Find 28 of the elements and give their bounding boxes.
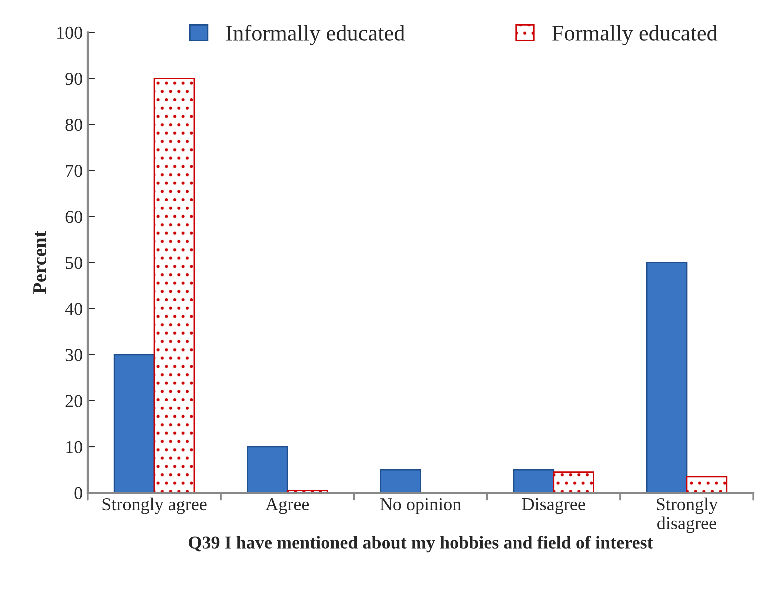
- x-tick-label: Disagree: [522, 498, 586, 514]
- y-tick-label: 10: [66, 441, 82, 454]
- bar: [154, 78, 196, 494]
- y-tick-label: 100: [58, 26, 82, 40]
- bar: [380, 469, 422, 494]
- y-tick-label: 90: [66, 72, 82, 86]
- y-tick-label: 0: [74, 487, 82, 500]
- bar: [646, 262, 688, 494]
- legend-label: Formally educated: [552, 25, 718, 46]
- bar: [686, 476, 728, 494]
- bar: [114, 354, 156, 494]
- x-tick-label: Strongly agree: [102, 498, 207, 514]
- y-tick-label: 60: [66, 211, 82, 224]
- y-tick-label: 50: [66, 257, 82, 270]
- bar: [553, 472, 594, 494]
- x-tick-label: Strongly disagree: [657, 498, 718, 534]
- y-tick-label: 20: [66, 395, 82, 408]
- y-tick-label: 70: [66, 165, 82, 178]
- x-tick-label: Agree: [266, 498, 310, 514]
- y-axis-title: Percent: [34, 231, 47, 294]
- y-tick-label: 30: [66, 349, 82, 362]
- y-tick-label: 40: [65, 303, 82, 316]
- bar: [513, 469, 555, 494]
- x-axis-title: Q39 I have mentioned about my hobbies and field of interest: [189, 536, 654, 553]
- y-tick-label: 80: [66, 118, 82, 132]
- bar: [247, 446, 288, 494]
- legend-label: Informally educated: [226, 25, 405, 46]
- x-tick-label: No opinion: [380, 498, 462, 514]
